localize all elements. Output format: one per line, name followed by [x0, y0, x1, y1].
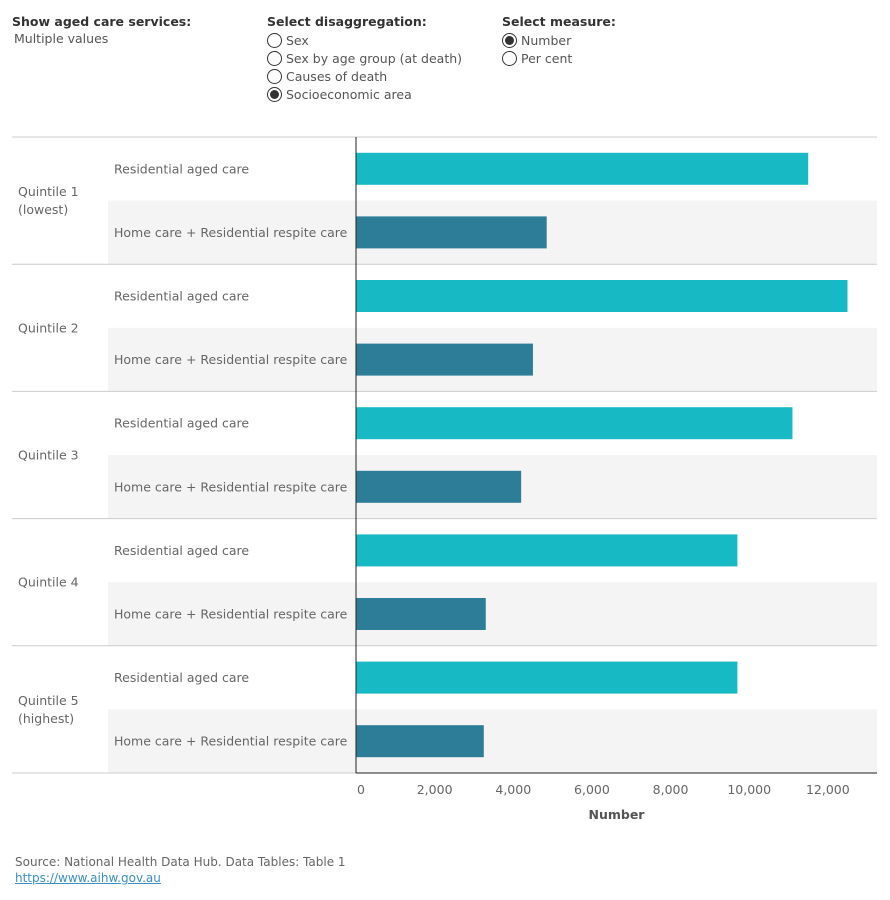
x-tick-label: 12,000: [806, 782, 850, 797]
bar: [356, 343, 533, 376]
group-label: Quintile 3: [18, 448, 79, 463]
measure-filter-title: Select measure:: [502, 14, 616, 29]
bar-category-label: Residential aged care: [114, 670, 249, 685]
x-tick-label: 8,000: [653, 782, 689, 797]
services-filter-value[interactable]: Multiple values: [14, 31, 109, 46]
disaggregation-filter: Select disaggregation: Sex Sex by age gro…: [267, 14, 462, 103]
group-label: Quintile 4: [18, 575, 79, 590]
x-tick-label: 10,000: [727, 782, 771, 797]
disaggregation-option-label: Sex: [286, 32, 309, 48]
disaggregation-option-label: Socioeconomic area: [286, 86, 412, 102]
disaggregation-radio[interactable]: [267, 86, 282, 102]
bar: [356, 534, 738, 567]
measure-radio[interactable]: [502, 32, 517, 48]
group-label: Quintile 2: [18, 320, 79, 335]
disaggregation-option-label: Sex by age group (at death): [286, 50, 463, 66]
bar-category-label: Residential aged care: [114, 416, 249, 431]
measure-option[interactable]: Per cent: [502, 49, 616, 67]
bar-category-label: Residential aged care: [114, 289, 249, 304]
bar: [356, 661, 738, 694]
bar-category-label: Home care + Residential respite care: [114, 734, 348, 749]
bar-category-label: Home care + Residential respite care: [114, 479, 348, 494]
x-tick-label: 6,000: [574, 782, 610, 797]
row-band: [108, 709, 877, 773]
bar-category-label: Home care + Residential respite care: [114, 352, 348, 367]
disaggregation-radio[interactable]: [267, 68, 282, 84]
bar-category-label: Residential aged care: [114, 543, 249, 558]
x-tick-label: 0: [357, 782, 365, 797]
bar-category-label: Home care + Residential respite care: [114, 225, 348, 240]
bar: [356, 470, 522, 503]
disaggregation-option-label: Causes of death: [286, 68, 388, 84]
disaggregation-option[interactable]: Sex by age group (at death): [267, 49, 462, 67]
bar-category-label: Residential aged care: [114, 161, 249, 176]
measure-option-label: Number: [521, 32, 572, 48]
disaggregation-option[interactable]: Socioeconomic area: [267, 85, 462, 103]
bar: [356, 152, 809, 185]
measure-options: Number Per cent: [502, 31, 616, 67]
bar: [356, 216, 547, 249]
disaggregation-options: Sex Sex by age group (at death) Causes of …: [267, 31, 462, 103]
bar: [356, 598, 486, 630]
group-label: (highest): [18, 711, 74, 726]
row-band: [108, 582, 877, 646]
services-filter[interactable]: Show aged care services: Multiple values: [12, 14, 191, 46]
group-label: Quintile 1: [18, 184, 79, 199]
source-text: Source: National Health Data Hub. Data T…: [15, 855, 346, 869]
x-axis-title: Number: [589, 807, 646, 822]
disaggregation-filter-title: Select disaggregation:: [267, 14, 427, 29]
disaggregation-radio[interactable]: [267, 32, 282, 48]
bar-chart: Quintile 1 (lowest) Residential aged care H…: [12, 136, 877, 822]
services-filter-title: Show aged care services:: [12, 14, 192, 29]
measure-radio[interactable]: [502, 50, 517, 66]
footer: Source: National Health Data Hub. Data T…: [15, 855, 346, 885]
x-tick-label: 2,000: [417, 782, 453, 797]
disaggregation-option[interactable]: Sex: [267, 31, 462, 49]
measure-option[interactable]: Number: [502, 31, 616, 49]
bar-category-label: Home care + Residential respite care: [114, 607, 348, 622]
x-tick-label: 4,000: [495, 782, 531, 797]
source-link[interactable]: https://www.aihw.gov.au: [15, 871, 161, 885]
disaggregation-radio[interactable]: [267, 50, 282, 66]
measure-option-label: Per cent: [521, 50, 573, 66]
group-label: (lowest): [18, 202, 68, 217]
group-label: Quintile 5: [18, 693, 79, 708]
bar: [356, 725, 484, 758]
bar: [356, 280, 848, 312]
disaggregation-option[interactable]: Causes of death: [267, 67, 462, 85]
bar: [356, 407, 793, 440]
measure-filter: Select measure: Number Per cent: [502, 14, 616, 67]
